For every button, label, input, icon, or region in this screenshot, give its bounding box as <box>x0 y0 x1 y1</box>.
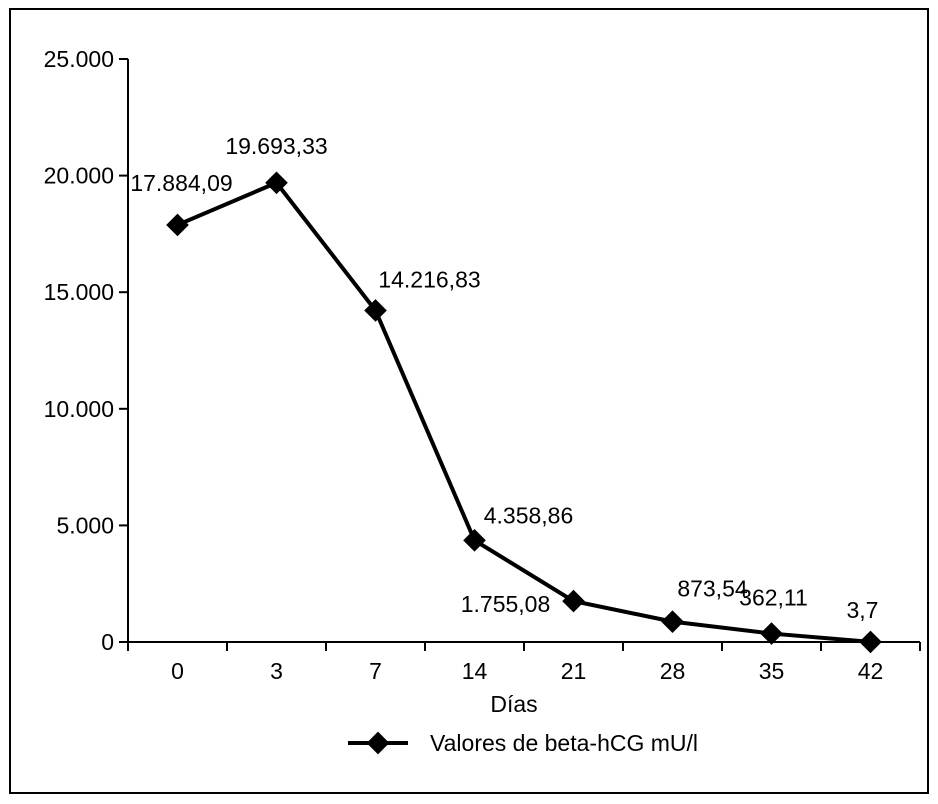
legend-label: Valores de beta-hCG mU/l <box>430 730 698 756</box>
series-line-group <box>176 180 871 644</box>
y-tick-label: 15.000 <box>44 279 114 305</box>
y-tick-label: 0 <box>101 629 114 655</box>
y-tick-label: 5.000 <box>56 512 114 538</box>
data-label: 362,11 <box>739 585 808 611</box>
x-tick-label: 35 <box>759 658 785 684</box>
data-label: 4.358,86 <box>484 502 574 528</box>
data-label: 19.693,33 <box>225 133 327 159</box>
x-tick-label: 28 <box>660 658 686 684</box>
data-point-marker <box>661 610 684 633</box>
y-tick-label: 20.000 <box>44 163 114 189</box>
y-tick-label: 10.000 <box>44 396 114 422</box>
data-point-marker <box>859 630 882 654</box>
data-label: 1.755,08 <box>461 591 551 617</box>
axes: 0 5.000 10.000 15.000 20.000 25.000 0 3 7 14 21 28 3… <box>44 46 921 684</box>
x-tick-label: 42 <box>858 658 884 684</box>
legend-marker <box>366 731 390 755</box>
data-label: 14.216,83 <box>378 266 480 292</box>
x-tick-label: 21 <box>561 658 587 684</box>
data-label: 17.884,09 <box>130 170 232 196</box>
chart-frame <box>9 8 929 794</box>
data-point-marker <box>166 213 189 237</box>
data-point-marker <box>562 589 585 613</box>
x-tick-label: 7 <box>369 658 382 684</box>
x-tick-label: 14 <box>462 658 488 684</box>
data-point-marker <box>760 622 783 645</box>
x-tick-label: 0 <box>171 658 184 684</box>
data-label: 3,7 <box>847 597 879 623</box>
legend: Valores de beta-hCG mU/l <box>348 730 698 756</box>
series-line <box>176 180 871 644</box>
y-tick-label: 25.000 <box>44 46 114 72</box>
x-tick-label: 3 <box>270 658 283 684</box>
data-labels: 17.884,09 19.693,33 14.216,83 4.358,86 1.755… <box>130 133 878 623</box>
data-label: 873,54 <box>677 576 748 602</box>
data-point-marker <box>463 529 486 552</box>
data-point-marker <box>364 299 387 322</box>
x-axis-title: Días <box>490 691 537 717</box>
markers <box>166 171 882 654</box>
